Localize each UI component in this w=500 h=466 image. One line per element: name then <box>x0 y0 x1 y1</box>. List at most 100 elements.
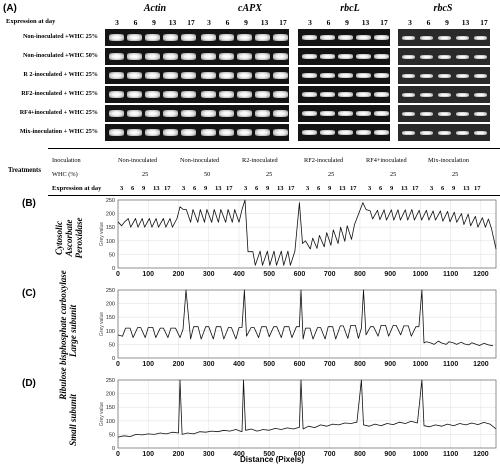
gel-lane-strip <box>105 86 197 103</box>
y-tick-label: 200 <box>106 392 115 398</box>
treatment-whc: 25 <box>452 171 459 178</box>
treatment-whc: 25 <box>328 171 335 178</box>
treatment-day: 6 <box>441 185 445 192</box>
gel-band <box>402 54 415 59</box>
gel-lane-strip <box>197 48 289 65</box>
day-header: 3 <box>207 18 211 27</box>
x-tick-label: 700 <box>324 361 336 368</box>
gel-band <box>338 130 353 135</box>
y-tick-label: 250 <box>106 198 115 204</box>
y-axis-label: Grey value <box>99 402 105 426</box>
gel-lane-strip <box>398 86 490 103</box>
gel-band <box>237 110 252 117</box>
gel-band <box>145 72 160 79</box>
gel-lane-strip <box>197 124 289 141</box>
treatment-day: 13 <box>339 185 346 192</box>
gel-band <box>402 130 415 135</box>
treatment-day: 9 <box>142 185 146 192</box>
y-tick-label: 150 <box>106 225 115 231</box>
treatment-day: 9 <box>266 185 270 192</box>
treatment-day: 13 <box>153 185 160 192</box>
gel-band <box>219 91 234 98</box>
panel-d-letter: (D) <box>22 378 36 389</box>
gel-band <box>438 73 451 78</box>
x-tick-label: 1100 <box>443 271 458 278</box>
grey-value-profile-line <box>117 379 497 438</box>
gel-band <box>201 53 216 60</box>
gel-band <box>374 54 389 59</box>
x-tick-label: 400 <box>233 451 245 458</box>
treatment-day: 17 <box>288 185 295 192</box>
gel-band <box>219 72 234 79</box>
treatment-day: 17 <box>350 185 357 192</box>
gel-band <box>255 110 270 117</box>
gel-band <box>338 111 353 116</box>
treatment-inoculation: RF2-inoculated <box>304 157 344 164</box>
gel-band <box>356 111 371 116</box>
gel-band <box>127 72 142 79</box>
whc-label: WHC (%) <box>52 171 78 178</box>
gel-lane-strip <box>197 86 289 103</box>
y-tick-label: 200 <box>106 212 115 218</box>
day-header: 9 <box>244 18 248 27</box>
expression-at-day-label: Expression at day <box>6 18 56 25</box>
gel-lane-strip <box>105 29 197 46</box>
gel-band <box>356 92 371 97</box>
gel-band <box>145 53 160 60</box>
day-header: 13 <box>461 18 470 27</box>
plot-frame <box>117 289 497 359</box>
gel-lane-strip <box>398 105 490 122</box>
gel-band <box>420 111 433 116</box>
gel-band <box>402 35 415 40</box>
inoculation-label: Inoculation <box>52 157 81 164</box>
gel-band <box>237 72 252 79</box>
x-tick-label: 900 <box>384 451 396 458</box>
gel-band <box>456 130 469 135</box>
gel-band <box>255 72 270 79</box>
x-tick-label: 1000 <box>413 451 429 458</box>
x-tick-label: 0 <box>116 361 120 368</box>
gel-band <box>474 130 487 135</box>
gel-band <box>181 72 196 79</box>
gel-lane-strip <box>298 86 390 103</box>
y-tick-label: 0 <box>112 266 115 272</box>
x-tick-label: 600 <box>294 271 306 278</box>
gel-band <box>127 34 142 41</box>
gel-band <box>163 129 178 136</box>
x-tick-label: 1200 <box>473 451 489 458</box>
day-header: 3 <box>408 18 412 27</box>
day-header: 13 <box>260 18 269 27</box>
x-tick-label: 300 <box>203 451 215 458</box>
gel-band <box>356 73 371 78</box>
gel-lane-strip <box>197 105 289 122</box>
x-tick-label: 900 <box>384 271 396 278</box>
y-tick-label: 250 <box>106 288 115 294</box>
panel-a-letter: (A) <box>3 3 17 14</box>
gel-band <box>255 91 270 98</box>
x-tick-label: 0 <box>116 451 120 458</box>
gel-band <box>320 54 335 59</box>
gel-row-label: RF2-inoculated + WHC 25% <box>21 90 98 97</box>
gel-band <box>456 92 469 97</box>
x-tick-label: 600 <box>294 451 306 458</box>
gel-band <box>237 91 252 98</box>
y-tick-label: 200 <box>106 302 115 308</box>
x-tick-label: 500 <box>263 361 275 368</box>
treatment-day: 6 <box>255 185 259 192</box>
gel-band <box>145 91 160 98</box>
gel-lane-strip <box>105 124 197 141</box>
gel-band <box>145 110 160 117</box>
treatment-day: 9 <box>204 185 208 192</box>
x-tick-label: 500 <box>263 271 275 278</box>
x-tick-label: 100 <box>142 271 154 278</box>
gel-band <box>181 129 196 136</box>
gel-band <box>338 92 353 97</box>
gel-band <box>320 111 335 116</box>
gel-band <box>402 73 415 78</box>
gel-band <box>219 129 234 136</box>
gel-band <box>255 129 270 136</box>
x-tick-label: 200 <box>173 271 185 278</box>
y-tick-label: 50 <box>109 342 115 348</box>
gel-band <box>219 53 234 60</box>
gel-band <box>456 35 469 40</box>
